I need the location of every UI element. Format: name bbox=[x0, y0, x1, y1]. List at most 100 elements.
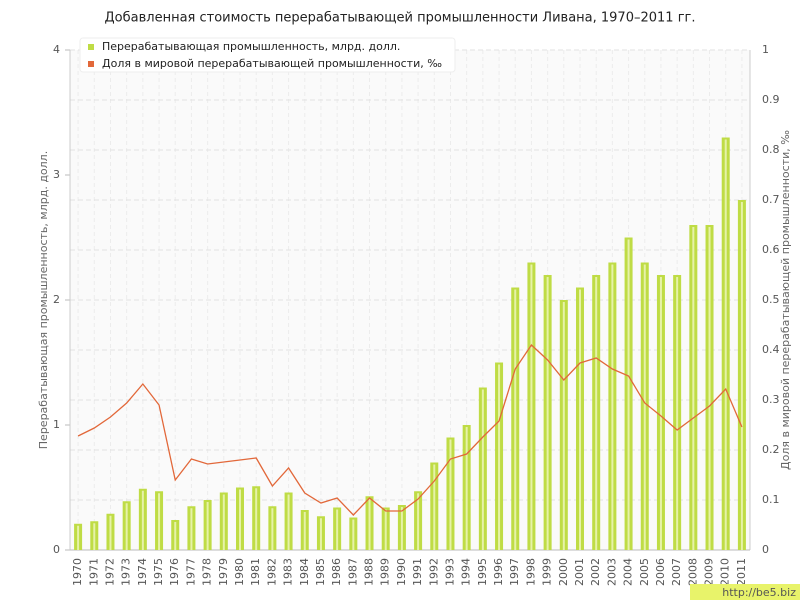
x-tick-label: 1995 bbox=[476, 558, 489, 586]
x-tick-label: 1988 bbox=[363, 558, 376, 586]
x-tick-label: 1998 bbox=[524, 558, 537, 586]
bar-highlight bbox=[255, 488, 258, 550]
x-tick-label: 2003 bbox=[605, 558, 618, 586]
bar-highlight bbox=[724, 139, 727, 550]
bar-highlight bbox=[239, 489, 241, 550]
y2-tick-label: 1 bbox=[762, 43, 769, 56]
y2-tick-label: 0.4 bbox=[762, 343, 780, 356]
y-tick-label: 0 bbox=[53, 543, 60, 556]
bar-highlight bbox=[498, 364, 501, 550]
bar-highlight bbox=[676, 277, 679, 550]
bar-highlight bbox=[368, 498, 371, 550]
bar-highlight bbox=[627, 239, 630, 550]
bar-highlight bbox=[336, 509, 339, 550]
x-tick-label: 1980 bbox=[233, 558, 246, 586]
bar-highlight bbox=[708, 227, 711, 550]
bar-highlight bbox=[449, 439, 452, 550]
x-tick-label: 1972 bbox=[103, 558, 116, 586]
bar-highlight bbox=[141, 490, 144, 550]
chart-title: Добавленная стоимость перерабатывающей п… bbox=[105, 11, 696, 26]
x-tick-label: 1985 bbox=[314, 558, 327, 586]
y2-tick-label: 0.2 bbox=[762, 443, 780, 456]
x-tick-label: 2002 bbox=[589, 558, 602, 586]
bar-highlight bbox=[433, 464, 436, 550]
x-tick-label: 1978 bbox=[201, 558, 214, 586]
x-tick-label: 1981 bbox=[249, 558, 262, 586]
x-tick-label: 1987 bbox=[346, 558, 359, 586]
watermark: http://be5.biz bbox=[722, 586, 796, 599]
x-tick-label: 2007 bbox=[670, 558, 683, 586]
y-tick-label: 3 bbox=[53, 168, 60, 181]
bar-highlight bbox=[481, 389, 484, 550]
x-tick-label: 1996 bbox=[492, 558, 505, 586]
bar-highlight bbox=[579, 289, 581, 550]
x-tick-label: 1994 bbox=[460, 558, 473, 586]
legend-label: Доля в мировой перерабатывающей промышле… bbox=[102, 57, 442, 70]
x-tick-label: 1970 bbox=[71, 558, 84, 586]
bar-highlight bbox=[417, 493, 420, 550]
x-tick-label: 1993 bbox=[443, 558, 456, 586]
bar-highlight bbox=[125, 503, 128, 550]
legend-swatch bbox=[88, 44, 94, 50]
legend-label: Перерабатывающая промышленность, млрд. д… bbox=[102, 40, 400, 53]
bar-highlight bbox=[352, 519, 355, 550]
bar-highlight bbox=[692, 227, 695, 550]
y2-tick-label: 0.3 bbox=[762, 393, 780, 406]
y2-tick-label: 0.8 bbox=[762, 143, 780, 156]
bar-highlight bbox=[190, 508, 193, 550]
legend-swatch bbox=[88, 61, 94, 67]
x-tick-label: 2008 bbox=[686, 558, 699, 586]
bar-highlight bbox=[158, 493, 161, 550]
y2-tick-label: 0.1 bbox=[762, 493, 780, 506]
x-tick-label: 1975 bbox=[152, 558, 165, 586]
watermark-bg bbox=[690, 584, 800, 600]
x-tick-label: 2009 bbox=[703, 558, 716, 586]
x-tick-label: 1992 bbox=[427, 558, 440, 586]
x-tick-label: 2005 bbox=[638, 558, 651, 586]
x-tick-label: 1971 bbox=[87, 558, 100, 586]
bar-highlight bbox=[174, 522, 177, 550]
bar-highlight bbox=[659, 277, 662, 550]
x-tick-label: 2000 bbox=[557, 558, 570, 586]
bar-highlight bbox=[595, 277, 598, 550]
legend-box bbox=[79, 37, 456, 73]
bar-highlight bbox=[740, 202, 743, 550]
y2-tick-label: 0.6 bbox=[762, 243, 780, 256]
x-tick-label: 2004 bbox=[622, 558, 635, 586]
y-tick-label: 4 bbox=[53, 43, 60, 56]
bar-highlight bbox=[222, 494, 225, 550]
bar-highlight bbox=[530, 264, 533, 550]
x-tick-label: 1997 bbox=[508, 558, 521, 586]
y2-tick-label: 0.5 bbox=[762, 293, 780, 306]
x-tick-label: 1979 bbox=[217, 558, 230, 586]
y-tick-label: 1 bbox=[53, 418, 60, 431]
bar-highlight bbox=[303, 512, 306, 550]
bar-highlight bbox=[109, 515, 112, 550]
y-tick-label: 2 bbox=[53, 293, 60, 306]
bar-highlight bbox=[611, 264, 614, 550]
y2-tick-label: 0 bbox=[762, 543, 769, 556]
x-tick-label: 2010 bbox=[719, 558, 732, 586]
x-tick-label: 2001 bbox=[573, 558, 586, 586]
bar-highlight bbox=[562, 302, 565, 550]
x-tick-label: 1977 bbox=[184, 558, 197, 586]
bar-highlight bbox=[643, 264, 646, 550]
x-tick-label: 1999 bbox=[541, 558, 554, 586]
y2-axis-title: Доля в мировой перерабатывающей промышле… bbox=[779, 130, 792, 470]
bar-highlight bbox=[93, 523, 96, 550]
bar-highlight bbox=[206, 502, 209, 550]
bar-highlight bbox=[514, 289, 517, 550]
y2-tick-label: 0.9 bbox=[762, 93, 780, 106]
x-tick-label: 1973 bbox=[120, 558, 133, 586]
bar-highlight bbox=[77, 525, 80, 550]
bar-highlight bbox=[319, 518, 322, 550]
x-tick-label: 1974 bbox=[136, 558, 149, 586]
line bbox=[77, 344, 743, 516]
x-tick-label: 1986 bbox=[330, 558, 343, 586]
x-tick-label: 1990 bbox=[395, 558, 408, 586]
bar-highlight bbox=[546, 277, 549, 550]
bar-highlight bbox=[271, 508, 274, 550]
y-axis-title: Перерабатывающая промышленность, млрд. д… bbox=[37, 151, 50, 449]
x-tick-label: 1989 bbox=[379, 558, 392, 586]
